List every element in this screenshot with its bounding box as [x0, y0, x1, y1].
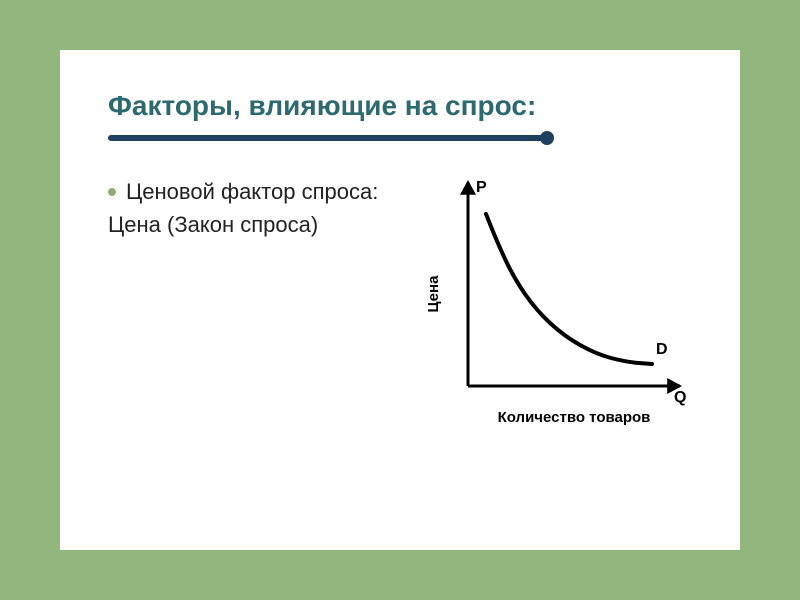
demand-curve-chart: P Q D Количество товаров Цена	[412, 174, 692, 434]
chart-svg: P Q D Количество товаров Цена	[412, 174, 692, 434]
svg-text:D: D	[656, 341, 668, 358]
bullet-list: Ценовой фактор спроса: Цена (Закон спрос…	[108, 174, 392, 434]
svg-text:Q: Q	[674, 389, 686, 406]
slide: Факторы, влияющие на спрос: Ценовой факт…	[60, 50, 740, 550]
underline-bar	[108, 135, 548, 141]
bullet-text: Ценовой фактор спроса:	[126, 178, 378, 207]
underline-cap	[540, 131, 554, 145]
svg-text:P: P	[476, 179, 487, 196]
content-row: Ценовой фактор спроса: Цена (Закон спрос…	[108, 174, 692, 434]
bullet-dot-icon	[108, 188, 116, 196]
bullet-item: Ценовой фактор спроса:	[108, 178, 392, 207]
bullet-subtext: Цена (Закон спроса)	[108, 211, 392, 240]
svg-text:Цена: Цена	[425, 275, 442, 313]
svg-text:Количество товаров: Количество товаров	[498, 409, 651, 426]
slide-title: Факторы, влияющие на спрос:	[108, 90, 692, 122]
title-underline	[108, 132, 692, 146]
